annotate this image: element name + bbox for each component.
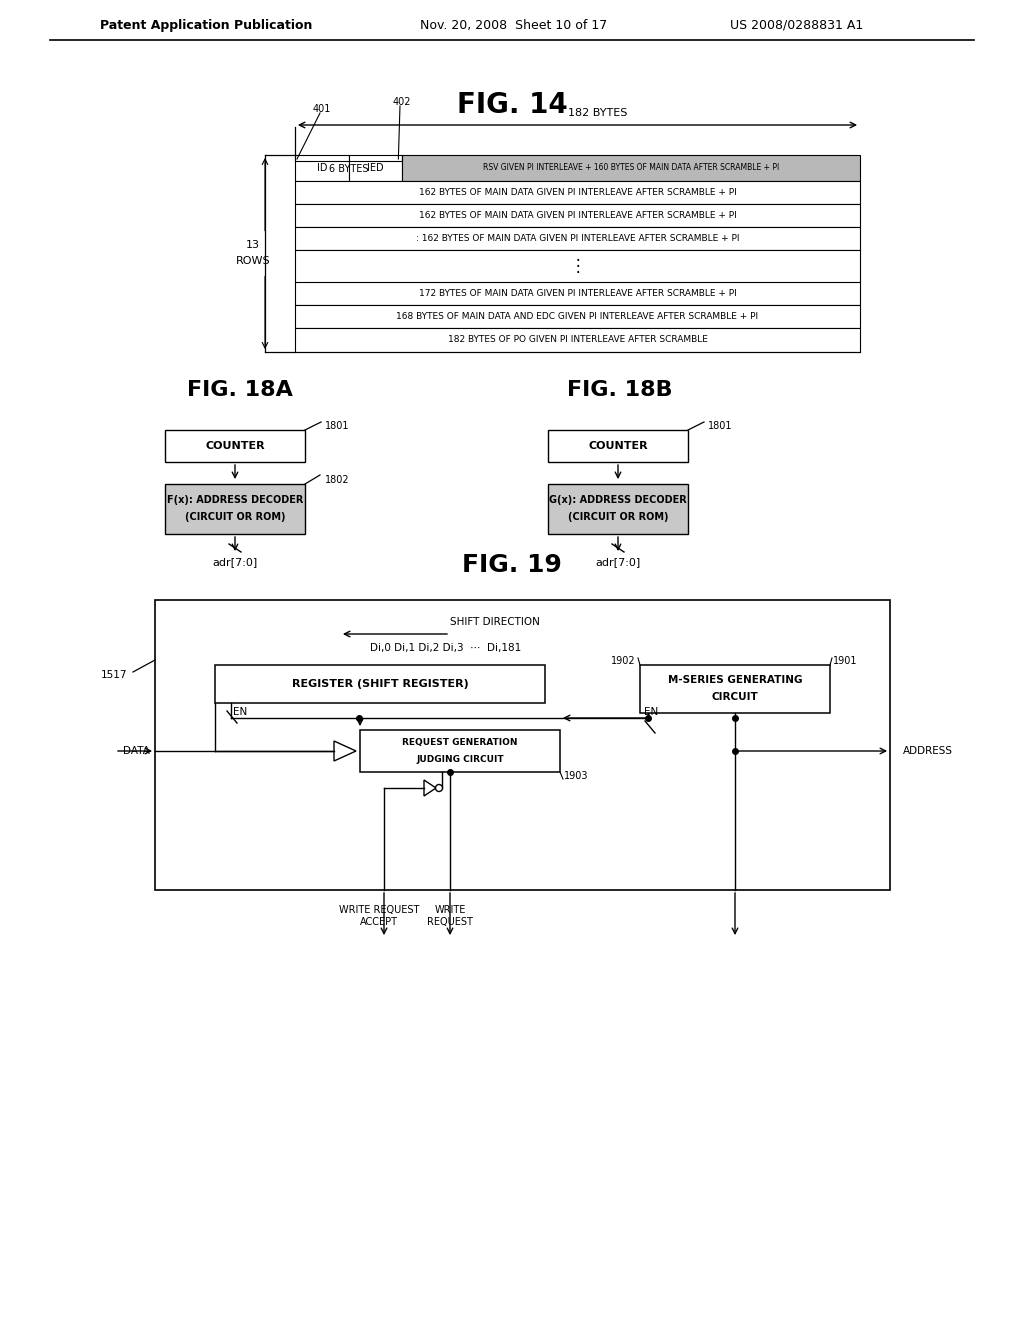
Bar [295, 154, 349, 181]
Circle shape [435, 784, 442, 792]
Text: 168 BYTES OF MAIN DATA AND EDC GIVEN PI INTERLEAVE AFTER SCRAMBLE + PI: 168 BYTES OF MAIN DATA AND EDC GIVEN PI … [396, 312, 759, 321]
Text: EN: EN [233, 708, 247, 717]
Text: 182 BYTES OF PO GIVEN PI INTERLEAVE AFTER SCRAMBLE: 182 BYTES OF PO GIVEN PI INTERLEAVE AFTE… [447, 335, 708, 345]
Text: FIG. 19: FIG. 19 [462, 553, 562, 577]
Text: ⋮: ⋮ [569, 257, 586, 275]
Text: Di,0 Di,1 Di,2 Di,3  ⋯  Di,181: Di,0 Di,1 Di,2 Di,3 ⋯ Di,181 [370, 643, 521, 653]
Bar [360, 730, 560, 772]
Text: ID: ID [316, 162, 327, 173]
Text: WRITE: WRITE [434, 906, 466, 915]
Text: REQUEST: REQUEST [427, 917, 473, 927]
Text: 1802: 1802 [325, 475, 349, 484]
Bar [349, 154, 402, 181]
Text: JUDGING CIRCUIT: JUDGING CIRCUIT [416, 755, 504, 763]
Text: adr[7:0]: adr[7:0] [212, 557, 258, 568]
Text: ROWS: ROWS [236, 256, 270, 267]
Bar [548, 430, 688, 462]
Bar [295, 227, 860, 249]
Text: 1801: 1801 [708, 421, 732, 432]
Bar [640, 665, 830, 713]
Text: REGISTER (SHIFT REGISTER): REGISTER (SHIFT REGISTER) [292, 678, 468, 689]
Text: M-SERIES GENERATING: M-SERIES GENERATING [668, 675, 802, 685]
Text: G(x): ADDRESS DECODER: G(x): ADDRESS DECODER [549, 495, 687, 506]
Text: COUNTER: COUNTER [205, 441, 265, 451]
Bar [548, 484, 688, 535]
Text: 1801: 1801 [325, 421, 349, 432]
Bar [215, 665, 545, 704]
Text: IED: IED [368, 162, 384, 173]
Text: ACCEPT: ACCEPT [360, 917, 398, 927]
Text: 182 BYTES: 182 BYTES [568, 108, 627, 117]
Polygon shape [424, 780, 436, 796]
Bar [402, 154, 860, 181]
Text: Patent Application Publication: Patent Application Publication [100, 18, 312, 32]
Bar [155, 601, 890, 890]
Bar [295, 205, 860, 227]
Bar [295, 249, 860, 282]
Bar [295, 327, 860, 352]
Text: WRITE REQUEST: WRITE REQUEST [339, 906, 419, 915]
Text: 13: 13 [246, 240, 260, 251]
Text: 401: 401 [313, 104, 332, 114]
Text: 162 BYTES OF MAIN DATA GIVEN PI INTERLEAVE AFTER SCRAMBLE + PI: 162 BYTES OF MAIN DATA GIVEN PI INTERLEA… [419, 211, 736, 220]
Text: (CIRCUIT OR ROM): (CIRCUIT OR ROM) [184, 512, 286, 521]
Text: 6 BYTES: 6 BYTES [329, 164, 369, 174]
Text: F(x): ADDRESS DECODER: F(x): ADDRESS DECODER [167, 495, 303, 506]
Text: RSV GIVEN PI INTERLEAVE + 160 BYTES OF MAIN DATA AFTER SCRAMBLE + PI: RSV GIVEN PI INTERLEAVE + 160 BYTES OF M… [483, 164, 779, 173]
Text: 1901: 1901 [833, 656, 857, 667]
Text: 172 BYTES OF MAIN DATA GIVEN PI INTERLEAVE AFTER SCRAMBLE + PI: 172 BYTES OF MAIN DATA GIVEN PI INTERLEA… [419, 289, 736, 298]
Bar [295, 181, 860, 205]
Text: (CIRCUIT OR ROM): (CIRCUIT OR ROM) [567, 512, 669, 521]
Bar [295, 282, 860, 305]
Text: FIG. 18A: FIG. 18A [187, 380, 293, 400]
Polygon shape [334, 741, 356, 762]
Text: US 2008/0288831 A1: US 2008/0288831 A1 [730, 18, 863, 32]
Text: Nov. 20, 2008  Sheet 10 of 17: Nov. 20, 2008 Sheet 10 of 17 [420, 18, 607, 32]
Text: 1902: 1902 [611, 656, 636, 667]
Text: SHIFT DIRECTION: SHIFT DIRECTION [450, 616, 540, 627]
Text: : 162 BYTES OF MAIN DATA GIVEN PI INTERLEAVE AFTER SCRAMBLE + PI: : 162 BYTES OF MAIN DATA GIVEN PI INTERL… [416, 234, 739, 243]
Bar [295, 305, 860, 327]
Text: COUNTER: COUNTER [588, 441, 648, 451]
Text: 402: 402 [393, 96, 412, 107]
Text: EN: EN [644, 708, 658, 717]
Text: FIG. 14: FIG. 14 [457, 91, 567, 119]
Bar [165, 484, 305, 535]
Text: FIG. 18B: FIG. 18B [567, 380, 673, 400]
Text: 1903: 1903 [564, 771, 589, 781]
Text: REQUEST GENERATION: REQUEST GENERATION [402, 738, 518, 747]
Text: ADDRESS: ADDRESS [903, 746, 953, 756]
Text: DATA: DATA [123, 746, 150, 756]
Text: 1517: 1517 [100, 671, 127, 680]
Text: CIRCUIT: CIRCUIT [712, 692, 759, 702]
Text: 162 BYTES OF MAIN DATA GIVEN PI INTERLEAVE AFTER SCRAMBLE + PI: 162 BYTES OF MAIN DATA GIVEN PI INTERLEA… [419, 187, 736, 197]
Bar [165, 430, 305, 462]
Text: adr[7:0]: adr[7:0] [595, 557, 641, 568]
